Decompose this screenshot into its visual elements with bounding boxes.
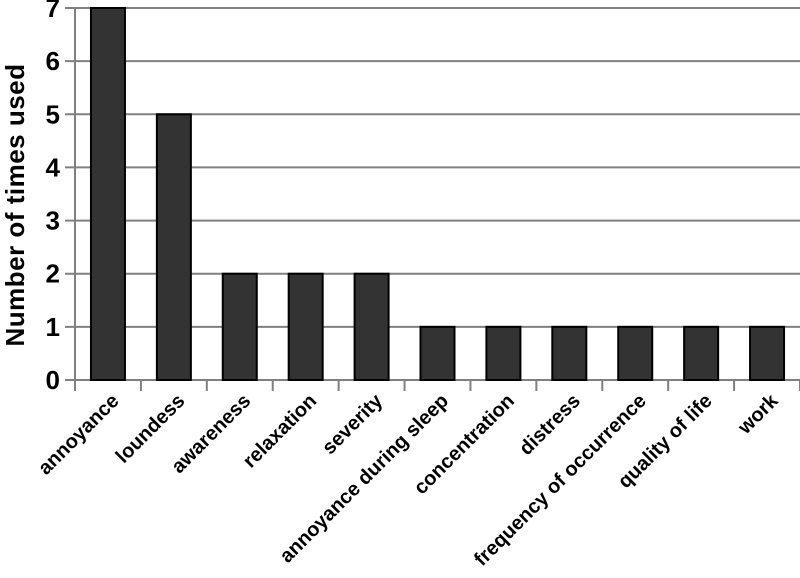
bar-loundess	[155, 113, 192, 382]
bar-concentration	[485, 325, 522, 382]
bar-work	[749, 325, 786, 382]
bar-severity	[353, 272, 390, 382]
y-tick-label: 7	[46, 0, 60, 23]
y-tick-label: 6	[46, 46, 60, 76]
y-tick-label: 0	[46, 365, 60, 395]
bar-quality-of-life	[683, 325, 720, 382]
bar-awareness	[221, 272, 258, 382]
y-tick-label: 5	[46, 99, 60, 129]
bar-annoyance-during-sleep	[419, 325, 456, 382]
y-tick-label: 4	[46, 152, 61, 182]
bar-distress	[551, 325, 588, 382]
y-tick-label: 1	[46, 312, 60, 342]
y-tick-label: 3	[46, 206, 60, 236]
y-tick-label: 2	[46, 259, 60, 289]
bar-frequency-of-occurrence	[617, 325, 654, 382]
bar-relaxation	[287, 272, 324, 382]
y-axis-title: Number of times used	[0, 63, 30, 346]
bar-annoyance	[89, 7, 126, 381]
